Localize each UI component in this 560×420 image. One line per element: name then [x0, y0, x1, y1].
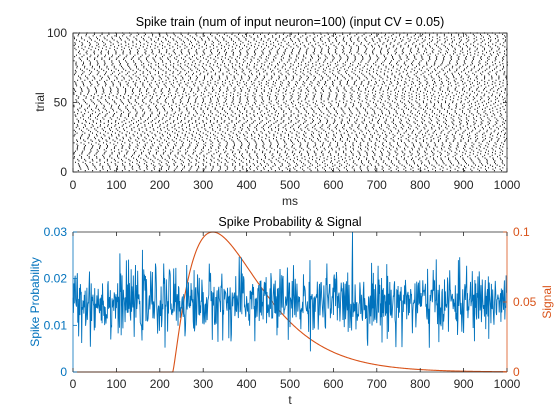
probability-x-tick-label: 300 [193, 377, 213, 391]
probability-x-ticks: 0 100 200 300 400 500 600 700 800 900 1000 [70, 232, 521, 391]
probability-title: Spike Probability & Signal [218, 215, 361, 229]
right-y-label: Signal [540, 285, 554, 318]
probability-x-tick-label: 800 [410, 377, 430, 391]
probability-x-tick-label: 600 [323, 377, 343, 391]
left-y-tick-label: 0.02 [44, 272, 68, 286]
raster-x-tick-label: 1000 [494, 178, 521, 192]
probability-x-tick-label: 700 [367, 377, 387, 391]
raster-x-tick-label: 700 [367, 178, 387, 192]
raster-x-ticks: 0 100 200 300 400 500 600 700 800 900 1000 [70, 33, 521, 192]
raster-x-tick-label: 100 [106, 178, 126, 192]
probability-x-tick-label: 100 [106, 377, 126, 391]
probability-x-tick-label: 900 [454, 377, 474, 391]
raster-x-tick-label: 500 [280, 178, 300, 192]
raster-x-tick-label: 300 [193, 178, 213, 192]
raster-y-ticks: 0 50 100 [47, 26, 507, 179]
right-y-tick-label: 0.05 [513, 295, 537, 309]
raster-y-tick-label: 0 [60, 165, 67, 179]
raster-y-tick-label: 50 [54, 96, 68, 110]
raster-x-tick-label: 200 [150, 178, 170, 192]
probability-x-tick-label: 400 [237, 377, 257, 391]
left-y-tick-label: 0.01 [44, 318, 68, 332]
left-y-label: Spike Probability [28, 257, 42, 346]
raster-title: Spike train (num of input neuron=100) (i… [136, 15, 445, 29]
raster-x-tick-label: 0 [70, 178, 77, 192]
right-y-tick-label: 0.1 [513, 225, 530, 239]
raster-x-tick-label: 800 [410, 178, 430, 192]
raster-x-label: ms [282, 194, 298, 208]
raster-y-tick-label: 100 [47, 26, 67, 40]
raster-y-label: trial [33, 92, 47, 111]
raster-x-tick-label: 400 [237, 178, 257, 192]
raster-panel: Spike train (num of input neuron=100) (i… [33, 15, 521, 208]
spike-probability-series-line [72, 232, 508, 352]
raster-x-tick-label: 900 [454, 178, 474, 192]
probability-x-tick-label: 0 [70, 377, 77, 391]
raster-x-tick-label: 600 [323, 178, 343, 192]
probability-panel: Spike Probability & Signal 0 100 200 300 400… [28, 215, 554, 407]
probability-x-tick-label: 200 [150, 377, 170, 391]
right-y-ticks: 0 0.05 0.1 [503, 225, 537, 379]
left-y-tick-label: 0 [60, 365, 67, 379]
probability-x-tick-label: 500 [280, 377, 300, 391]
probability-x-tick-label: 1000 [494, 377, 521, 391]
right-y-tick-label: 0 [513, 365, 520, 379]
probability-x-label: t [288, 393, 292, 407]
left-y-ticks: 0 0.01 0.02 0.03 [44, 225, 77, 379]
left-y-tick-label: 0.03 [44, 225, 68, 239]
